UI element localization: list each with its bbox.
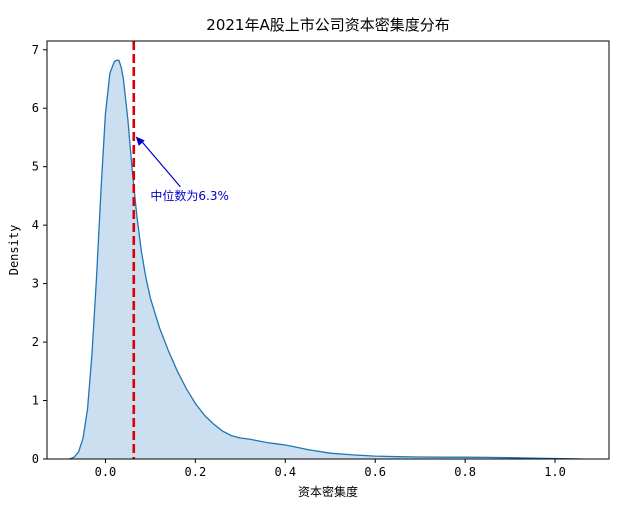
median-annotation: 中位数为6.3% [150, 188, 229, 203]
y-axis: 0 1 2 3 4 5 6 7 [32, 43, 47, 466]
x-tick-label: 0.6 [364, 465, 386, 479]
x-tick-label: 0.0 [95, 465, 117, 479]
y-tick-label: 3 [32, 277, 39, 291]
plot-area [46, 40, 610, 460]
x-tick-label: 0.8 [454, 465, 476, 479]
y-tick-label: 5 [32, 160, 39, 174]
y-tick-label: 0 [32, 452, 39, 466]
y-tick-label: 7 [32, 43, 39, 57]
density-area [69, 60, 582, 459]
x-tick-label: 0.4 [274, 465, 296, 479]
y-tick-label: 4 [32, 218, 39, 232]
x-axis-label: 资本密集度 [298, 484, 358, 499]
x-tick-label: 0.2 [185, 465, 207, 479]
y-tick-label: 6 [32, 101, 39, 115]
y-tick-label: 1 [32, 394, 39, 408]
x-axis: 0.0 0.2 0.4 0.6 0.8 1.0 [95, 459, 566, 479]
y-tick-label: 2 [32, 335, 39, 349]
density-line [69, 59, 583, 459]
y-axis-label: Density [7, 225, 21, 276]
chart-title: 2021年A股上市公司资本密集度分布 [206, 16, 449, 34]
plot-frame [46, 40, 610, 460]
x-tick-label: 1.0 [544, 465, 566, 479]
annotation-arrowhead [135, 136, 145, 146]
annotation-arrow [141, 141, 181, 188]
